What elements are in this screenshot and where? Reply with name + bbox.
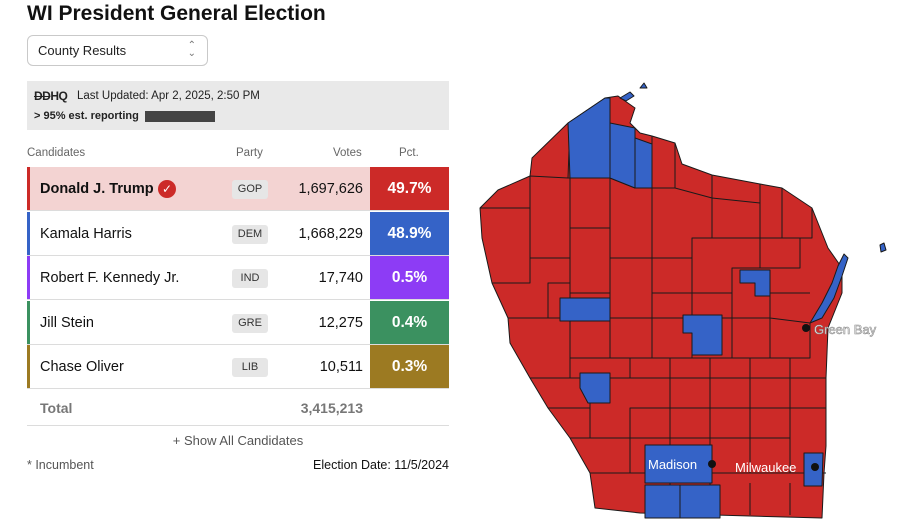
page-title: WI President General Election — [27, 2, 326, 25]
dem-county-ashland — [609, 122, 636, 189]
candidate-votes: 1,697,626 — [298, 181, 363, 197]
candidate-pct: 0.3% — [370, 345, 449, 389]
total-label: Total — [40, 400, 73, 416]
chevron-updown-icon: ⌃ ⌄ — [187, 40, 196, 59]
header-party: Party — [236, 147, 263, 159]
total-row: Total 3,415,213 — [27, 390, 449, 426]
party-badge: LIB — [232, 358, 268, 378]
winner-check-icon: ✓ — [158, 180, 176, 198]
incumbent-note: * Incumbent — [27, 458, 94, 472]
show-all-candidates-link[interactable]: + Show All Candidates — [172, 433, 304, 448]
candidate-pct: 49.7% — [370, 167, 449, 210]
view-select[interactable]: County Results ⌃ ⌄ — [27, 35, 208, 66]
dem-county-eau-claire — [559, 297, 611, 322]
candidate-row: Jill Stein GRE 12,275 0.4% — [27, 300, 449, 345]
candidate-pct: 0.5% — [370, 256, 449, 300]
candidate-pct: 0.4% — [370, 300, 449, 344]
dem-county-dane — [644, 444, 713, 484]
green-bay-marker — [802, 324, 810, 332]
election-date: Election Date: 11/5/2024 — [313, 458, 449, 472]
dem-county-bayfield — [567, 97, 611, 179]
candidate-name: Jill Stein — [40, 314, 94, 331]
party-color-bar — [27, 167, 30, 210]
dem-county-la-crosse — [579, 372, 611, 404]
candidate-name: Kamala Harris — [40, 225, 132, 242]
candidate-votes: 10,511 — [319, 359, 363, 376]
dem-county-rock — [679, 484, 721, 519]
party-badge: IND — [232, 269, 268, 289]
candidate-row: Kamala Harris DEM 1,668,229 48.9% — [27, 211, 449, 256]
candidate-row: Donald J. Trump ✓ GOP 1,697,626 49.7% — [27, 167, 449, 211]
candidate-row: Robert F. Kennedy Jr. IND 17,740 0.5% — [27, 256, 449, 301]
dem-county-menominee — [739, 269, 771, 297]
washington-island — [879, 242, 887, 253]
madison-marker — [708, 460, 716, 468]
county-map: Green Bay Madison Milwaukee — [479, 82, 887, 519]
dem-county-portage — [682, 314, 723, 356]
green-bay-label: Green Bay — [814, 322, 877, 337]
milwaukee-label: Milwaukee — [735, 460, 796, 475]
last-updated: Last Updated: Apr 2, 2025, 2:50 PM — [77, 90, 260, 102]
dem-county-douglas-adj — [634, 137, 653, 189]
reporting-progress-bar — [145, 111, 215, 122]
total-votes: 3,415,213 — [300, 400, 363, 416]
candidate-name: Donald J. Trump — [40, 181, 154, 197]
candidate-row: Chase Oliver LIB 10,511 0.3% — [27, 345, 449, 390]
party-color-bar — [27, 345, 30, 389]
dem-county-green — [644, 484, 681, 519]
apostle-islands — [619, 82, 648, 102]
party-badge: DEM — [232, 224, 268, 244]
candidate-votes: 17,740 — [318, 270, 363, 287]
status-banner: DDHQ Last Updated: Apr 2, 2025, 2:50 PM … — [27, 81, 449, 130]
candidate-pct: 48.9% — [370, 211, 449, 255]
door-peninsula — [809, 253, 849, 324]
party-color-bar — [27, 300, 30, 344]
header-pct: Pct. — [399, 147, 419, 159]
reporting-status: > 95% est. reporting — [34, 110, 139, 122]
madison-label: Madison — [648, 457, 697, 472]
milwaukee-marker — [811, 463, 819, 471]
header-votes: Votes — [333, 147, 362, 159]
party-badge: GOP — [232, 180, 268, 199]
candidate-name: Robert F. Kennedy Jr. — [40, 270, 180, 287]
party-color-bar — [27, 256, 30, 300]
header-candidates: Candidates — [27, 147, 86, 159]
candidate-votes: 1,668,229 — [298, 225, 363, 242]
view-select-value: County Results — [38, 43, 127, 58]
candidate-name: Chase Oliver — [40, 359, 124, 376]
party-color-bar — [27, 211, 30, 255]
party-badge: GRE — [232, 313, 268, 333]
candidate-votes: 12,275 — [318, 314, 363, 331]
ddhq-logo: DDHQ — [34, 89, 68, 103]
city-markers: Green Bay Madison Milwaukee — [648, 322, 877, 475]
